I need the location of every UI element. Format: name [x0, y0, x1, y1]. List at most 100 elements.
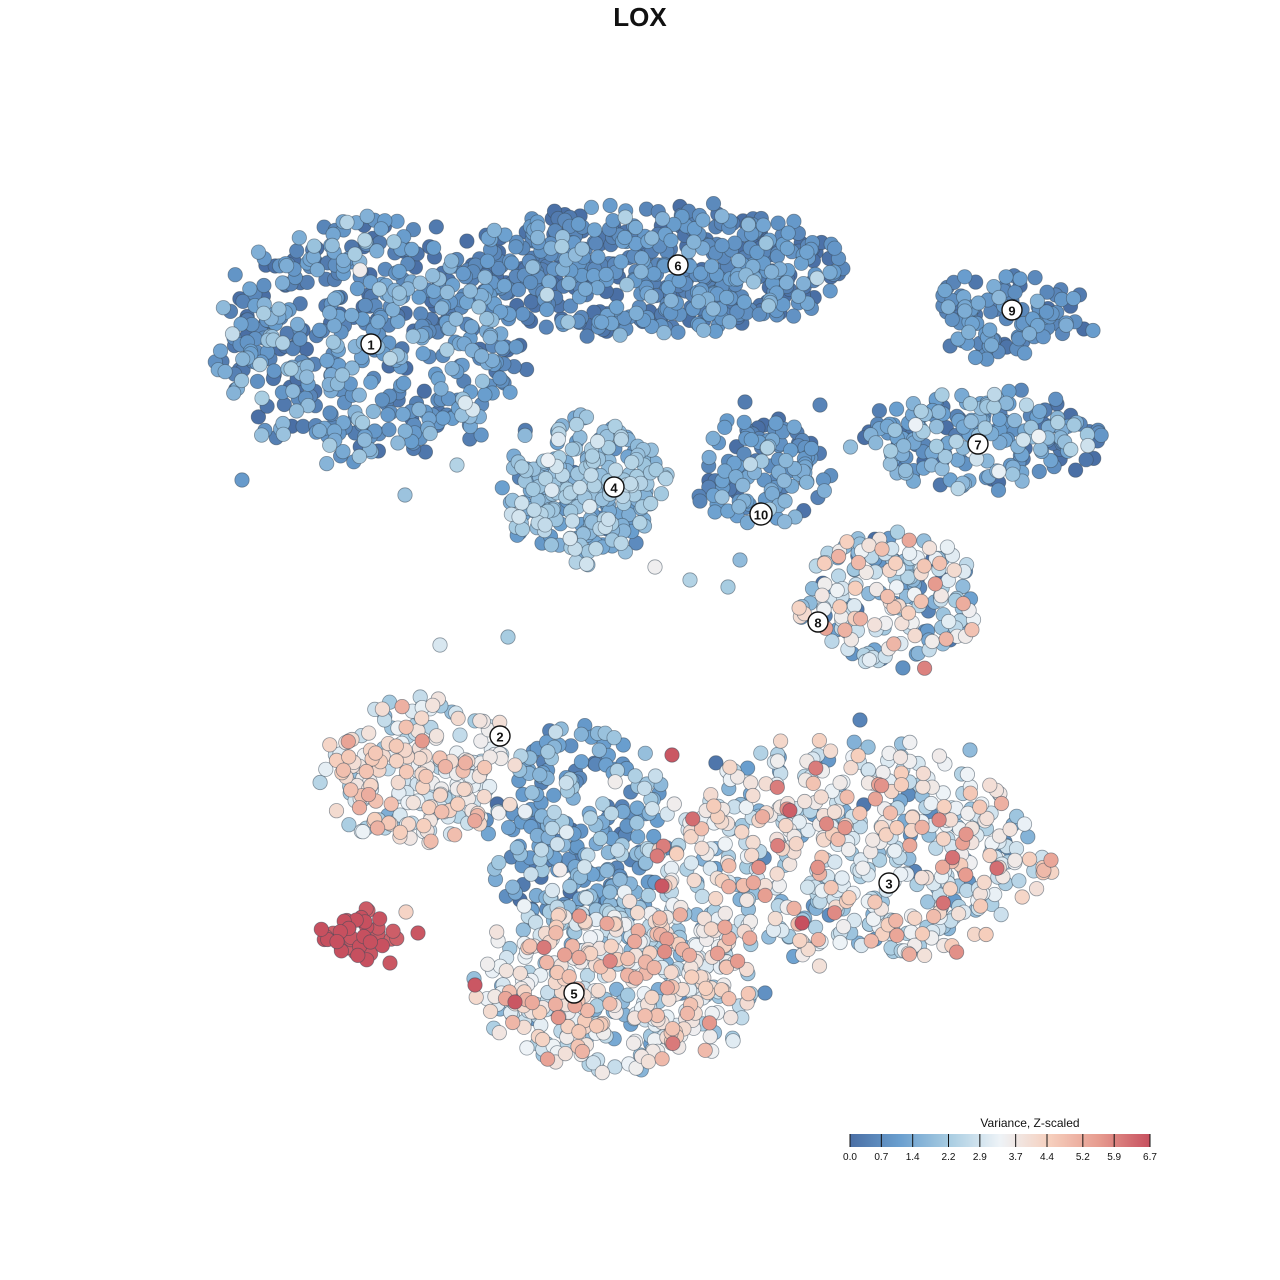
scatter-point	[993, 795, 1010, 812]
scatter-point	[434, 300, 450, 316]
scatter-point	[557, 1046, 574, 1062]
scatter-point	[234, 372, 250, 389]
scatter-point	[462, 283, 478, 299]
legend-tick-label: 2.9	[973, 1152, 987, 1163]
scatter-point	[242, 281, 258, 297]
scatter-point	[437, 759, 453, 775]
scatter-point	[622, 476, 639, 492]
scatter-point	[664, 1021, 681, 1037]
scatter-point	[510, 282, 527, 298]
scatter-point	[780, 225, 796, 241]
scatter-point	[457, 395, 473, 411]
scatter-point	[500, 819, 517, 836]
scatter-point	[640, 1054, 657, 1070]
scatter-point	[990, 482, 1007, 498]
scatter-point	[1048, 391, 1064, 407]
scatter-point	[543, 537, 559, 553]
scatter-point	[365, 403, 381, 420]
scatter-point	[511, 509, 527, 525]
scatter-point	[340, 733, 356, 750]
scatter-point	[370, 314, 386, 330]
cluster-label-text: 10	[754, 508, 768, 523]
scatter-point	[729, 953, 746, 969]
scatter-point	[811, 732, 828, 749]
scatter-point	[647, 559, 663, 575]
scatter-point	[524, 994, 540, 1011]
scatter-point	[584, 448, 600, 464]
scatter-point	[736, 294, 752, 310]
scatter-point	[731, 499, 747, 515]
scatter-point	[334, 367, 350, 383]
scatter-point	[654, 211, 671, 227]
scatter-point	[939, 539, 956, 555]
scatter-point	[452, 727, 468, 743]
scatter-point	[837, 819, 853, 836]
scatter-point	[717, 919, 733, 935]
scatter-point	[888, 401, 905, 417]
scatter-point	[292, 331, 308, 347]
scatter-point	[1050, 414, 1066, 431]
scatter-point	[335, 762, 352, 778]
scatter-point	[558, 775, 574, 791]
scatter-point	[967, 349, 984, 366]
scatter-point	[388, 753, 405, 769]
scatter-point	[879, 588, 896, 605]
scatter-point	[509, 840, 525, 856]
scatter-point	[592, 830, 609, 847]
scatter-point	[930, 404, 947, 420]
scatter-point	[657, 944, 673, 960]
scatter-point	[539, 954, 555, 971]
scatter-point	[852, 611, 869, 627]
scatter-point	[901, 545, 918, 562]
scatter-point	[921, 540, 938, 556]
scatter-point	[697, 1042, 713, 1058]
scatter-point	[411, 401, 427, 417]
scatter-point	[266, 363, 282, 379]
scatter-point	[459, 233, 475, 249]
scatter-point	[721, 314, 738, 330]
scatter-point	[1085, 322, 1101, 339]
scatter-point	[482, 1003, 499, 1020]
scatter-point	[958, 826, 974, 842]
scatter-point	[573, 754, 590, 770]
scatter-point	[534, 1031, 551, 1048]
legend-tick-label: 0.7	[874, 1152, 888, 1163]
scatter-point	[288, 403, 305, 419]
scatter-point	[998, 269, 1014, 285]
scatter-point	[448, 311, 464, 327]
scatter-point	[925, 908, 942, 925]
scatter-point	[256, 305, 272, 321]
scatter-point	[428, 219, 444, 235]
scatter-point	[818, 816, 835, 832]
scatter-point	[356, 432, 373, 448]
scatter-point	[797, 793, 813, 810]
scatter-point	[619, 277, 635, 293]
scatter-point	[1031, 463, 1047, 480]
scatter-point	[577, 281, 594, 297]
scatter-point	[309, 262, 325, 278]
scatter-point	[861, 537, 877, 553]
scatter-point	[473, 348, 490, 364]
scatter-point	[479, 253, 496, 269]
scatter-point	[644, 989, 660, 1006]
scatter-point	[574, 241, 590, 257]
scatter-point	[685, 811, 701, 827]
scatter-point	[351, 387, 367, 403]
legend-tick-label: 3.7	[1009, 1152, 1023, 1163]
scatter-point	[544, 820, 560, 837]
scatter-point	[556, 947, 573, 963]
scatter-point	[490, 260, 507, 277]
scatter-point	[1007, 284, 1023, 300]
scatter-point	[474, 373, 491, 389]
scatter-point	[450, 710, 466, 727]
scatter-point	[405, 795, 421, 811]
scatter-point	[613, 431, 629, 448]
scatter-point	[599, 863, 615, 879]
scatter-point	[467, 813, 483, 829]
scatter-point	[217, 364, 233, 380]
scatter-point	[593, 314, 610, 330]
scatter-point	[227, 267, 243, 283]
scatter-point	[957, 303, 973, 319]
scatter-point	[250, 244, 267, 260]
scatter-point	[358, 763, 374, 780]
